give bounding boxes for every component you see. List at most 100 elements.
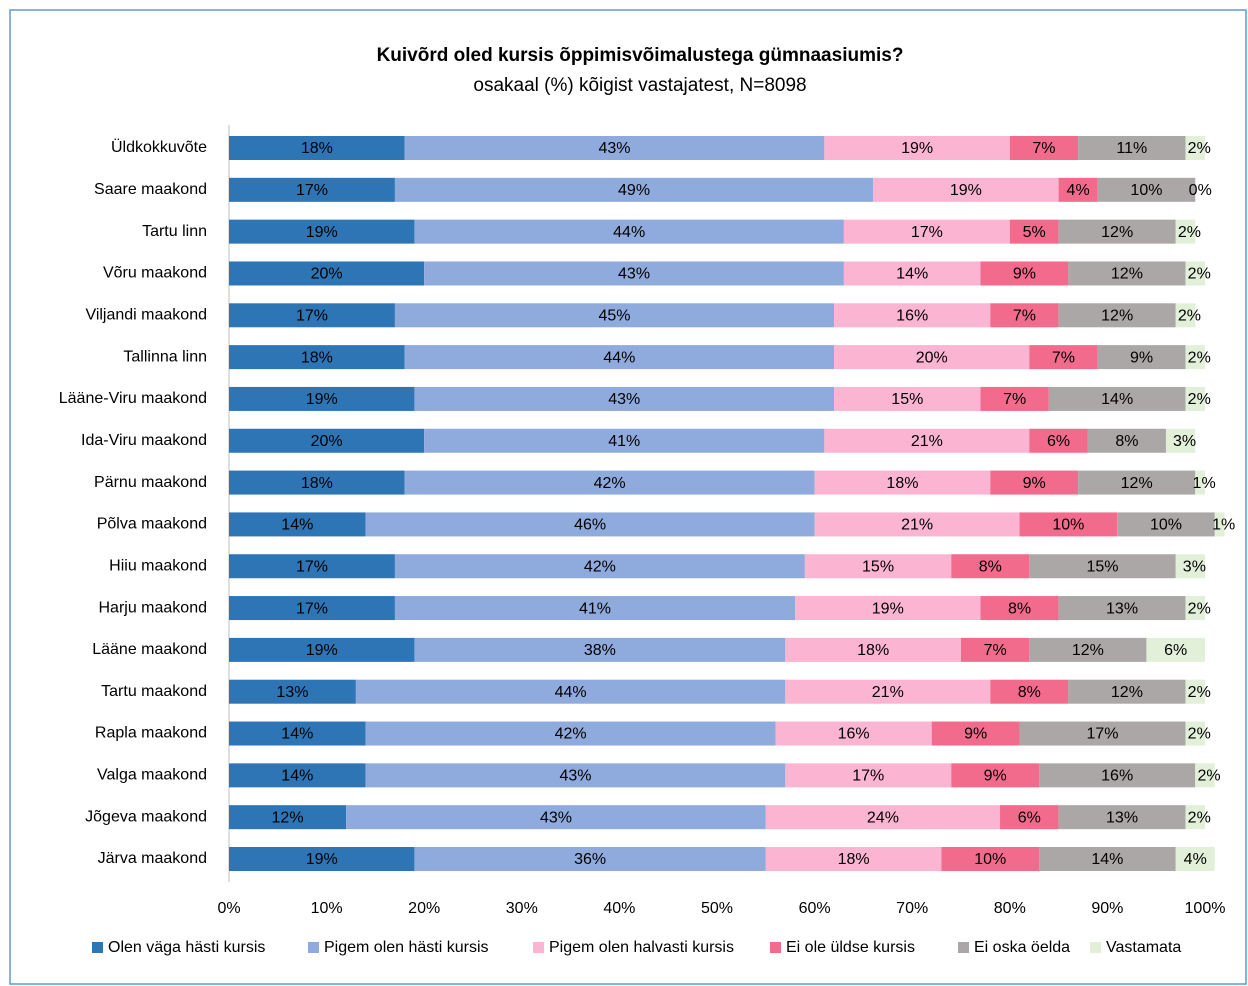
bar-segment — [229, 721, 366, 746]
legend-label: Vastamata — [1106, 939, 1181, 956]
data-label: 17% — [296, 600, 328, 617]
bar-segment — [1185, 805, 1205, 830]
y-tick-label: Hiiu maakond — [109, 557, 207, 574]
bar-segment — [229, 554, 395, 579]
bar-segment — [951, 554, 1030, 579]
legend-label: Pigem olen halvasti kursis — [549, 939, 734, 956]
bar-segment — [1068, 679, 1186, 704]
y-tick-label: Üldkokkuvõte — [111, 138, 207, 156]
data-label: 4% — [1184, 851, 1207, 868]
data-label: 12% — [272, 809, 304, 826]
bar-segment — [346, 805, 766, 830]
data-label: 18% — [301, 349, 333, 366]
bar-segment — [1019, 721, 1186, 746]
bar-segment — [1078, 470, 1196, 495]
data-label: 17% — [911, 224, 943, 241]
data-label: 9% — [1013, 266, 1036, 283]
legend-swatch — [533, 942, 544, 953]
bar-segment — [824, 136, 1010, 160]
x-tick-label: 10% — [311, 900, 343, 917]
bar-segment — [961, 637, 1030, 662]
bar-segment — [229, 805, 347, 830]
bar-segment — [1146, 637, 1205, 662]
bar-segment — [834, 386, 981, 411]
x-tick-label: 30% — [506, 900, 538, 917]
data-label: 7% — [1013, 308, 1036, 325]
bar-segment — [229, 596, 395, 621]
bar-segment — [365, 512, 815, 537]
data-label: 10% — [1130, 182, 1162, 199]
bar-segment — [229, 470, 405, 495]
data-label: 2% — [1188, 809, 1211, 826]
data-label: 13% — [276, 684, 308, 701]
bar-segment — [1117, 512, 1215, 537]
bar-segment — [1029, 554, 1176, 579]
chart-frame — [9, 9, 1247, 985]
bar-segment — [1165, 428, 1196, 453]
data-label: 6% — [1018, 809, 1041, 826]
data-label: 42% — [584, 558, 616, 575]
bar-segment — [414, 847, 766, 871]
legend-label: Olen väga hästi kursis — [108, 939, 265, 956]
bar-segment — [229, 763, 366, 788]
bar-segment — [1039, 763, 1196, 788]
legend-label: Ei ole üldse kursis — [786, 939, 915, 956]
y-tick-label: Viljandi maakond — [85, 307, 207, 324]
data-label: 1% — [1193, 475, 1216, 492]
data-label: 14% — [281, 768, 313, 785]
bar-segment — [1029, 428, 1088, 453]
x-tick-label: 80% — [994, 900, 1026, 917]
data-label: 12% — [1111, 684, 1143, 701]
data-label: 14% — [896, 266, 928, 283]
data-label: 10% — [974, 851, 1006, 868]
data-label: 42% — [594, 475, 626, 492]
bar-segment — [951, 763, 1040, 788]
data-label: 21% — [901, 517, 933, 534]
data-label: 7% — [1052, 349, 1075, 366]
data-label: 44% — [555, 684, 587, 701]
y-tick-label: Harju maakond — [99, 599, 208, 616]
bar-segment — [229, 386, 415, 411]
data-label: 8% — [1115, 433, 1138, 450]
bar-segment — [229, 136, 405, 160]
data-label: 43% — [599, 140, 631, 157]
data-label: 4% — [1067, 182, 1090, 199]
data-label: 44% — [613, 224, 645, 241]
bar-segment — [355, 679, 786, 704]
x-tick-label: 20% — [408, 900, 440, 917]
data-label: 2% — [1188, 600, 1211, 617]
bar-segment — [404, 136, 825, 160]
data-label: 13% — [1106, 809, 1138, 826]
bar-segment — [980, 261, 1069, 286]
data-label: 5% — [1023, 224, 1046, 241]
bar-segment — [1078, 136, 1186, 160]
data-label: 17% — [1087, 726, 1119, 743]
bar-segment — [1097, 177, 1196, 202]
data-label: 12% — [1121, 475, 1153, 492]
bar-segment — [229, 261, 425, 286]
bar-segment — [365, 721, 776, 746]
x-tick-label: 0% — [217, 900, 240, 917]
x-tick-label: 40% — [603, 900, 635, 917]
data-label: 19% — [306, 391, 338, 408]
bar-segment — [824, 428, 1030, 453]
bar-segment — [1058, 303, 1176, 328]
x-tick-label: 60% — [799, 900, 831, 917]
data-label: 19% — [306, 224, 338, 241]
bar-segment — [941, 847, 1040, 871]
bar-segment — [414, 386, 835, 411]
bar-segment — [990, 679, 1069, 704]
bar-segment — [1087, 428, 1166, 453]
bar-segment — [404, 470, 815, 495]
data-label: 14% — [281, 726, 313, 743]
bar-segment — [980, 596, 1059, 621]
data-label: 21% — [872, 684, 904, 701]
bar-segment — [229, 637, 415, 662]
data-label: 1% — [1212, 517, 1235, 534]
bar-segment — [414, 637, 786, 662]
y-tick-label: Pärnu maakond — [94, 474, 207, 491]
bar-segment — [1185, 679, 1205, 704]
data-label: 0% — [1189, 182, 1212, 199]
data-label: 16% — [1101, 768, 1133, 785]
